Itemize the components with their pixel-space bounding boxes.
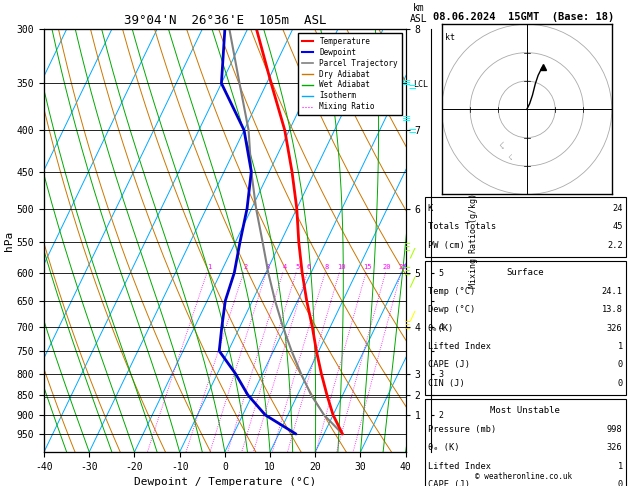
Text: 2.2: 2.2 <box>607 241 623 250</box>
Text: 326: 326 <box>607 443 623 452</box>
Text: 1: 1 <box>207 264 211 270</box>
Text: km
ASL: km ASL <box>409 3 427 24</box>
Text: 25: 25 <box>398 264 407 270</box>
Text: 8: 8 <box>325 264 329 270</box>
Y-axis label: hPa: hPa <box>4 230 14 251</box>
Text: 1: 1 <box>618 462 623 470</box>
Text: 998: 998 <box>607 425 623 434</box>
Text: 45: 45 <box>612 223 623 231</box>
Text: 10: 10 <box>337 264 345 270</box>
Text: CAPE (J): CAPE (J) <box>428 480 470 486</box>
Text: Lifted Index: Lifted Index <box>428 462 491 470</box>
Text: K: K <box>428 204 433 213</box>
Text: 5: 5 <box>296 264 300 270</box>
Y-axis label: Mixing Ratio (g/kg): Mixing Ratio (g/kg) <box>469 193 477 288</box>
Text: θₑ (K): θₑ (K) <box>428 443 459 452</box>
Text: =: = <box>408 125 416 138</box>
Text: PW (cm): PW (cm) <box>428 241 464 250</box>
X-axis label: Dewpoint / Temperature (°C): Dewpoint / Temperature (°C) <box>134 477 316 486</box>
Text: 2: 2 <box>243 264 248 270</box>
Text: 1: 1 <box>618 342 623 351</box>
Text: ≡: ≡ <box>403 114 411 124</box>
Text: Ξ: Ξ <box>403 267 411 277</box>
Text: Lifted Index: Lifted Index <box>428 342 491 351</box>
Text: Temp (°C): Temp (°C) <box>428 287 475 295</box>
Text: ☇: ☇ <box>507 154 512 162</box>
Text: Ξ: Ξ <box>403 321 411 330</box>
Text: /: / <box>408 246 416 259</box>
Text: CAPE (J): CAPE (J) <box>428 361 470 369</box>
Text: =: = <box>408 81 416 94</box>
Text: 13.8: 13.8 <box>602 305 623 314</box>
Text: 6: 6 <box>307 264 311 270</box>
Text: Most Unstable: Most Unstable <box>490 406 560 415</box>
Text: 20: 20 <box>383 264 391 270</box>
Text: ≡: ≡ <box>403 78 411 87</box>
Legend: Temperature, Dewpoint, Parcel Trajectory, Dry Adiabat, Wet Adiabat, Isotherm, Mi: Temperature, Dewpoint, Parcel Trajectory… <box>298 33 402 115</box>
Text: ☇: ☇ <box>498 141 504 151</box>
Text: θₑ(K): θₑ(K) <box>428 324 454 332</box>
Text: 4: 4 <box>282 264 287 270</box>
Text: © weatheronline.co.uk: © weatheronline.co.uk <box>475 472 572 481</box>
Text: 326: 326 <box>607 324 623 332</box>
Text: Surface: Surface <box>506 268 544 277</box>
Text: 08.06.2024  15GMT  (Base: 18): 08.06.2024 15GMT (Base: 18) <box>433 12 615 22</box>
Text: Totals Totals: Totals Totals <box>428 223 496 231</box>
Text: 0: 0 <box>618 379 623 388</box>
Text: /: / <box>408 310 416 322</box>
Text: 0: 0 <box>618 480 623 486</box>
Text: 24.1: 24.1 <box>602 287 623 295</box>
Text: 24: 24 <box>612 204 623 213</box>
Text: 15: 15 <box>364 264 372 270</box>
Text: Ξ: Ξ <box>403 243 411 253</box>
Text: Dewp (°C): Dewp (°C) <box>428 305 475 314</box>
Text: 0: 0 <box>618 361 623 369</box>
Text: Pressure (mb): Pressure (mb) <box>428 425 496 434</box>
Text: LCL: LCL <box>413 80 428 88</box>
Text: kt: kt <box>445 33 455 42</box>
Text: CIN (J): CIN (J) <box>428 379 464 388</box>
Text: 3: 3 <box>266 264 270 270</box>
Title: 39°04'N  26°36'E  105m  ASL: 39°04'N 26°36'E 105m ASL <box>124 14 326 27</box>
Text: /: / <box>408 276 416 288</box>
